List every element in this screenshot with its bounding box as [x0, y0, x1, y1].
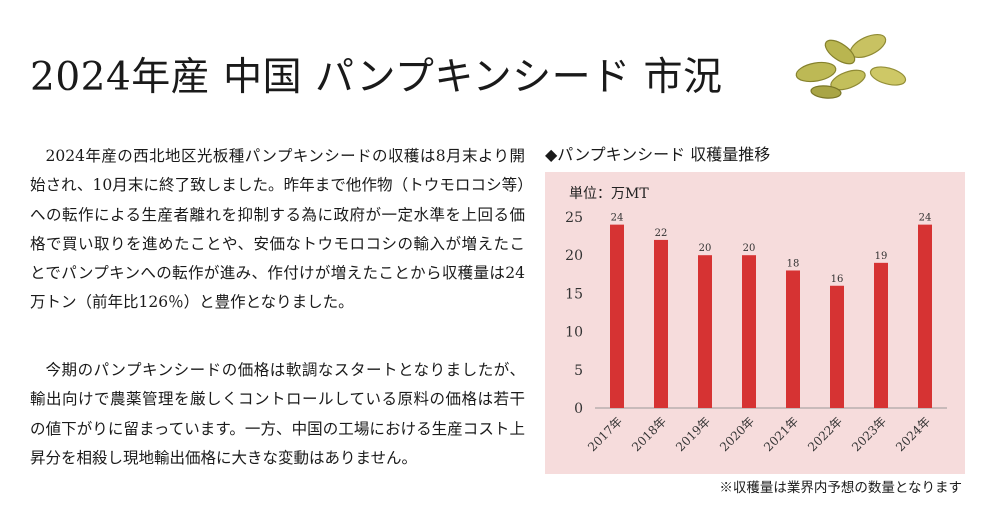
- bar: [830, 285, 844, 408]
- y-tick-label: 5: [574, 363, 583, 379]
- data-label: 18: [787, 258, 800, 269]
- data-label: 24: [611, 213, 624, 224]
- data-label: 22: [655, 228, 668, 239]
- x-tick-label: 2019年: [673, 414, 713, 454]
- bar: [786, 270, 800, 408]
- pumpkin-seeds-image: [795, 33, 907, 99]
- y-tick-label: 15: [565, 286, 583, 302]
- x-tick-label: 2021年: [761, 414, 801, 454]
- chart-panel: 単位：万MT 0 5 10 15 20 25 24 2017年 22 2018年 20 2019年 20 2…: [545, 172, 965, 474]
- y-tick-label: 10: [565, 325, 583, 341]
- data-label: 19: [875, 251, 888, 262]
- paragraph-harvest: 2024年産の西北地区光板種パンプキンシードの収穫は8月末より開始され、10月末…: [30, 147, 525, 312]
- y-tick-label: 25: [565, 210, 583, 226]
- bar: [610, 224, 624, 408]
- chart-title: ◆パンプキンシード 収穫量推移: [545, 145, 771, 164]
- chart-footnote: ※収穫量は業界内予想の数量となります: [719, 480, 962, 496]
- data-label: 24: [919, 213, 932, 224]
- bar: [874, 262, 888, 408]
- data-label: 20: [699, 243, 712, 254]
- y-tick-label: 20: [565, 248, 583, 264]
- x-tick-label: 2018年: [629, 414, 669, 454]
- bar: [654, 239, 668, 408]
- unit-label: 単位：万MT: [569, 186, 649, 202]
- x-tick-label: 2023年: [849, 414, 889, 454]
- bar: [918, 224, 932, 408]
- bar: [698, 255, 712, 408]
- page-title: 2024年産 中国 パンプキンシード 市況: [30, 55, 723, 100]
- x-tick-label: 2017年: [585, 414, 625, 454]
- x-tick-label: 2022年: [805, 414, 845, 454]
- x-tick-label: 2024年: [893, 414, 933, 454]
- data-label: 20: [743, 243, 756, 254]
- x-tick-label: 2020年: [717, 414, 757, 454]
- bar: [742, 255, 756, 408]
- paragraph-price: 今期のパンプキンシードの価格は軟調なスタートとなりましたが、輸出向けで農薬管理を…: [30, 361, 525, 467]
- y-tick-label: 0: [574, 401, 583, 417]
- data-label: 16: [831, 274, 844, 285]
